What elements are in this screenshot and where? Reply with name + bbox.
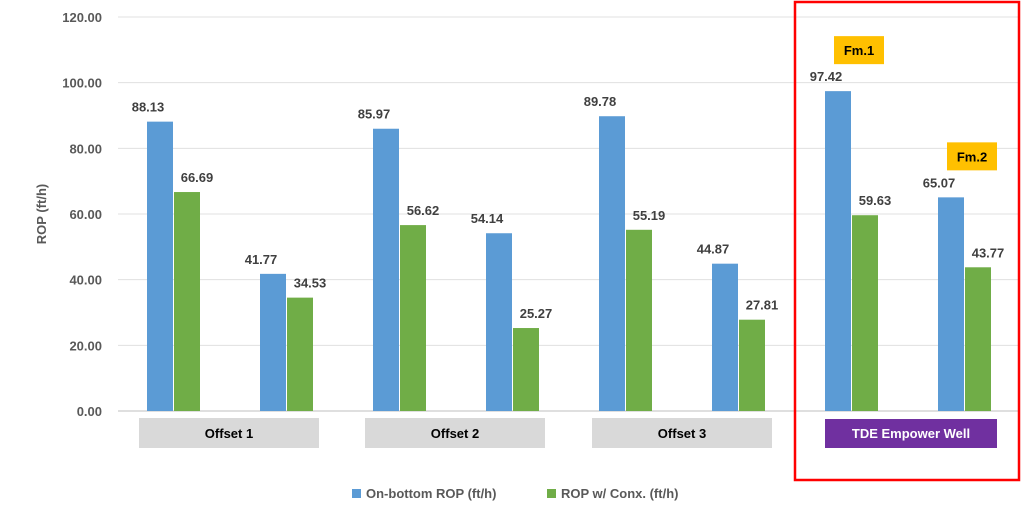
annotation-box xyxy=(947,142,997,171)
legend-swatch xyxy=(547,489,556,498)
gridlines xyxy=(118,16,1020,412)
legend-label: ROP w/ Conx. (ft/h) xyxy=(561,486,678,501)
bar-on-bottom-rop xyxy=(260,273,286,411)
category-label: Offset 1 xyxy=(205,426,253,441)
y-tick-label: 40.00 xyxy=(69,273,102,288)
bars: 88.13 66.69 41.77 34.53 85.97 56.62 54.14 25.27… xyxy=(132,69,1005,412)
data-label: 89.78 xyxy=(584,94,617,109)
y-axis-label: ROP (ft/h) xyxy=(34,184,49,244)
data-label: 54.14 xyxy=(471,211,504,226)
data-label: 85.97 xyxy=(358,107,391,122)
legend-swatch xyxy=(352,489,361,498)
data-label: 41.77 xyxy=(245,252,278,267)
bar-rop-with-conx xyxy=(626,229,652,411)
bar-on-bottom-rop xyxy=(147,121,173,411)
bar-rop-with-conx xyxy=(513,328,539,411)
category-label-box xyxy=(139,418,319,448)
bar-rop-with-conx xyxy=(852,215,878,411)
y-tick-label: 120.00 xyxy=(62,10,102,25)
y-tick-label: 80.00 xyxy=(69,141,102,156)
bar-on-bottom-rop xyxy=(825,91,851,411)
category-label: TDE Empower Well xyxy=(852,426,970,441)
data-label: 88.13 xyxy=(132,100,165,115)
annotation-label: Fm.1 xyxy=(844,43,874,58)
bar-rop-with-conx xyxy=(739,319,765,411)
data-label: 97.42 xyxy=(810,69,843,84)
category-label-box xyxy=(365,418,545,448)
data-label: 55.19 xyxy=(633,208,666,223)
y-tick-label: 0.00 xyxy=(77,404,102,419)
data-label: 44.87 xyxy=(697,242,730,257)
data-label: 43.77 xyxy=(972,245,1005,260)
bar-rop-with-conx xyxy=(400,225,426,411)
data-label: 34.53 xyxy=(294,276,327,291)
y-tick-label: 60.00 xyxy=(69,207,102,222)
bar-on-bottom-rop xyxy=(599,116,625,411)
category-labels: Offset 1 Offset 2 Offset 3 TDE Empower Well xyxy=(139,418,997,448)
bar-on-bottom-rop xyxy=(712,263,738,411)
annotations: Fm.1 Fm.2 xyxy=(834,36,997,171)
data-label: 65.07 xyxy=(923,175,956,190)
bar-on-bottom-rop xyxy=(486,233,512,411)
bar-rop-with-conx xyxy=(287,297,313,411)
data-label: 59.63 xyxy=(859,193,892,208)
bar-rop-with-conx xyxy=(965,267,991,411)
y-tick-label: 20.00 xyxy=(69,338,102,353)
legend: On-bottom ROP (ft/h) ROP w/ Conx. (ft/h) xyxy=(352,486,678,501)
data-label: 56.62 xyxy=(407,203,440,218)
category-label: Offset 3 xyxy=(658,426,706,441)
bar-on-bottom-rop xyxy=(373,128,399,412)
bar-on-bottom-rop xyxy=(938,197,964,411)
y-axis-ticks: 0.00 20.00 40.00 60.00 80.00 100.00 120.00 xyxy=(62,10,102,419)
annotation-label: Fm.2 xyxy=(957,149,987,164)
annotation-box xyxy=(834,36,884,65)
category-label-box xyxy=(825,419,997,448)
y-tick-label: 100.00 xyxy=(62,76,102,91)
data-label: 25.27 xyxy=(520,306,553,321)
category-label: Offset 2 xyxy=(431,426,479,441)
category-label-box xyxy=(592,418,772,448)
legend-label: On-bottom ROP (ft/h) xyxy=(366,486,496,501)
data-label: 66.69 xyxy=(181,170,214,185)
highlight-box xyxy=(793,0,1021,482)
bar-rop-with-conx xyxy=(174,192,200,411)
data-label: 27.81 xyxy=(746,298,779,313)
